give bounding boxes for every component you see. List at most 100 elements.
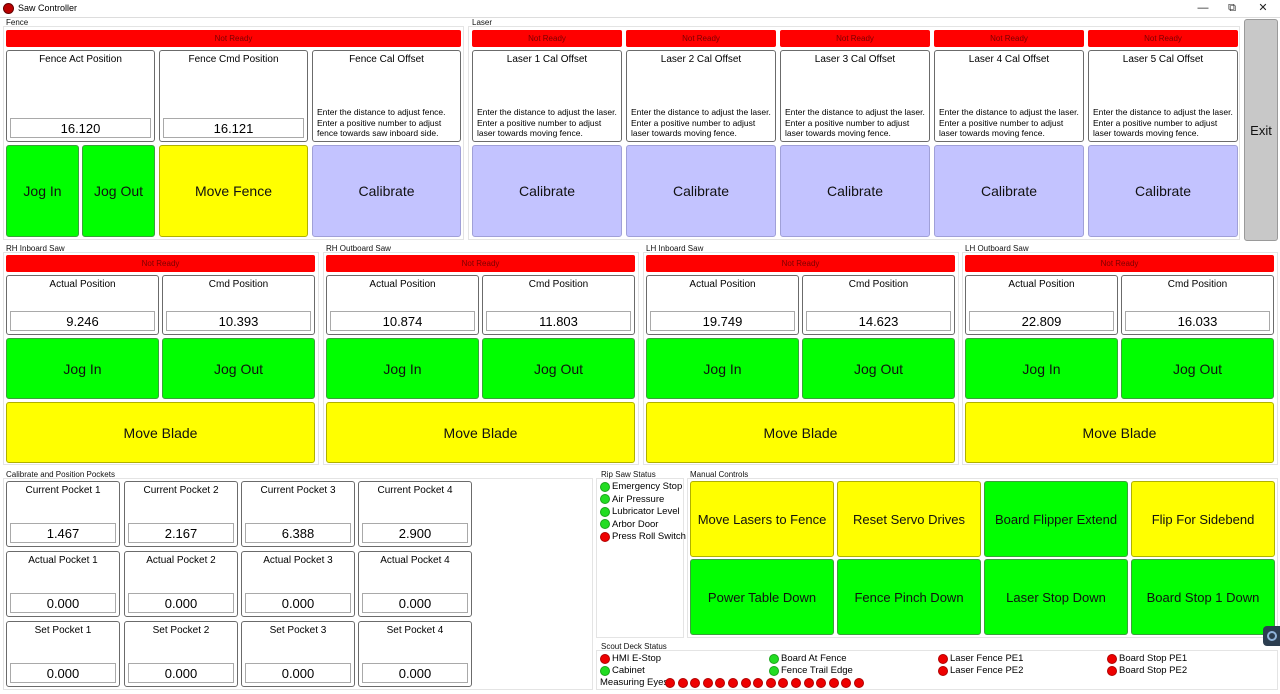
exit-button[interactable]: Exit bbox=[1244, 19, 1278, 241]
panel-description: Enter the distance to adjust the laser. … bbox=[631, 107, 771, 138]
pocket-value: 0.000 bbox=[128, 593, 234, 613]
pocket-panel: Current Pocket 4 2.900 bbox=[358, 481, 472, 547]
laser-4-cal-offset-panel[interactable]: Laser 4 Cal Offset Enter the distance to … bbox=[934, 50, 1084, 142]
status-label: Cabinet bbox=[612, 665, 645, 676]
pocket-value[interactable]: 0.000 bbox=[10, 663, 116, 683]
pocket-panel: Set Pocket 4 0.000 bbox=[358, 621, 472, 687]
saw-group-label: RH Inboard Saw bbox=[6, 244, 65, 253]
saw-jog-in-button[interactable]: Jog In bbox=[965, 338, 1118, 399]
manual-control-button[interactable]: Power Table Down bbox=[690, 559, 834, 635]
rip-saw-status-item: Arbor Door bbox=[600, 519, 658, 530]
manual-control-button[interactable]: Board Flipper Extend bbox=[984, 481, 1128, 557]
move-blade-button[interactable]: Move Blade bbox=[965, 402, 1274, 463]
fence-calibrate-button[interactable]: Calibrate bbox=[312, 145, 461, 237]
saw-jog-out-button[interactable]: Jog Out bbox=[162, 338, 315, 399]
panel-title: Set Pocket 1 bbox=[34, 625, 92, 636]
move-fence-button[interactable]: Move Fence bbox=[159, 145, 308, 237]
restore-button[interactable]: ⧉ bbox=[1228, 2, 1236, 14]
laser-status-banner: Not Ready bbox=[934, 30, 1084, 47]
panel-title: Current Pocket 4 bbox=[377, 485, 453, 496]
laser-2-calibrate-button[interactable]: Calibrate bbox=[626, 145, 776, 237]
pocket-value: 1.467 bbox=[10, 523, 116, 543]
measuring-eye-indicator bbox=[665, 678, 675, 688]
panel-description: Enter the distance to adjust the laser. … bbox=[477, 107, 617, 138]
saw-jog-in-button[interactable]: Jog In bbox=[646, 338, 799, 399]
panel-title: Actual Pocket 1 bbox=[28, 555, 98, 566]
pocket-value[interactable]: 0.000 bbox=[362, 663, 468, 683]
side-panel-tab-icon[interactable] bbox=[1263, 626, 1280, 646]
status-label: Board At Fence bbox=[781, 653, 847, 664]
move-blade-button[interactable]: Move Blade bbox=[326, 402, 635, 463]
pocket-value[interactable]: 0.000 bbox=[245, 663, 351, 683]
manual-control-button[interactable]: Board Stop 1 Down bbox=[1131, 559, 1275, 635]
saw-status-banner: Not Ready bbox=[646, 255, 955, 272]
laser-5-calibrate-button[interactable]: Calibrate bbox=[1088, 145, 1238, 237]
panel-description: Enter the distance to adjust the laser. … bbox=[1093, 107, 1233, 138]
saw-jog-in-button[interactable]: Jog In bbox=[326, 338, 479, 399]
saw-cmd-position-input[interactable]: 14.623 bbox=[806, 311, 951, 331]
measuring-eye-indicator bbox=[854, 678, 864, 688]
saw-status-banner: Not Ready bbox=[326, 255, 635, 272]
measuring-eyes-label: Measuring Eyes bbox=[600, 677, 669, 688]
manual-control-button[interactable]: Move Lasers to Fence bbox=[690, 481, 834, 557]
fence-cmd-position-input[interactable]: 16.121 bbox=[163, 118, 304, 138]
saw-jog-out-button[interactable]: Jog Out bbox=[1121, 338, 1274, 399]
move-blade-button[interactable]: Move Blade bbox=[646, 402, 955, 463]
laser-3-calibrate-button[interactable]: Calibrate bbox=[780, 145, 930, 237]
laser-4-calibrate-button[interactable]: Calibrate bbox=[934, 145, 1084, 237]
scout-status-item: Board Stop PE1 bbox=[1107, 653, 1187, 664]
saw-jog-out-button[interactable]: Jog Out bbox=[802, 338, 955, 399]
rip-saw-status-item: Emergency Stop bbox=[600, 481, 682, 492]
laser-status-banner: Not Ready bbox=[780, 30, 930, 47]
pocket-panel: Actual Pocket 1 0.000 bbox=[6, 551, 120, 617]
close-button[interactable]: ✕ bbox=[1258, 2, 1268, 14]
measuring-eye-indicator bbox=[715, 678, 726, 688]
rip-saw-status-group bbox=[596, 478, 684, 638]
panel-title: Set Pocket 3 bbox=[269, 625, 327, 636]
saw-status-banner: Not Ready bbox=[965, 255, 1274, 272]
fence-jog-out-button[interactable]: Jog Out bbox=[82, 145, 155, 237]
pocket-value[interactable]: 0.000 bbox=[128, 663, 234, 683]
panel-title: Actual Pocket 3 bbox=[263, 555, 333, 566]
pockets-group bbox=[3, 478, 593, 690]
pocket-value: 0.000 bbox=[10, 593, 116, 613]
laser-status-banner: Not Ready bbox=[472, 30, 622, 47]
pocket-panel: Current Pocket 2 2.167 bbox=[124, 481, 238, 547]
move-blade-button[interactable]: Move Blade bbox=[6, 402, 315, 463]
scout-status-item: Board Stop PE2 bbox=[1107, 665, 1187, 676]
panel-title: Set Pocket 2 bbox=[152, 625, 210, 636]
pocket-panel: Set Pocket 3 0.000 bbox=[241, 621, 355, 687]
saw-group-label: LH Inboard Saw bbox=[646, 244, 704, 253]
scout-status-item: HMI E-Stop bbox=[600, 653, 661, 664]
fence-group bbox=[3, 26, 464, 240]
manual-control-button[interactable]: Fence Pinch Down bbox=[837, 559, 981, 635]
minimize-button[interactable]: — bbox=[1197, 2, 1209, 14]
panel-title: Actual Position bbox=[49, 279, 116, 290]
laser-1-calibrate-button[interactable]: Calibrate bbox=[472, 145, 622, 237]
panel-title: Current Pocket 2 bbox=[143, 485, 219, 496]
saw-group bbox=[643, 252, 959, 465]
pocket-panel: Current Pocket 3 6.388 bbox=[241, 481, 355, 547]
laser-5-cal-offset-panel[interactable]: Laser 5 Cal Offset Enter the distance to … bbox=[1088, 50, 1238, 142]
manual-control-button[interactable]: Reset Servo Drives bbox=[837, 481, 981, 557]
laser-2-cal-offset-panel[interactable]: Laser 2 Cal Offset Enter the distance to … bbox=[626, 50, 776, 142]
fence-jog-in-button[interactable]: Jog In bbox=[6, 145, 79, 237]
scout-status-item: Laser Fence PE2 bbox=[938, 665, 1023, 676]
status-indicator-icon bbox=[769, 665, 779, 676]
laser-1-cal-offset-panel[interactable]: Laser 1 Cal Offset Enter the distance to … bbox=[472, 50, 622, 142]
status-label: Board Stop PE1 bbox=[1119, 653, 1188, 664]
status-label: Laser Fence PE1 bbox=[950, 653, 1024, 664]
laser-3-cal-offset-panel[interactable]: Laser 3 Cal Offset Enter the distance to … bbox=[780, 50, 930, 142]
pocket-value: 6.388 bbox=[245, 523, 351, 543]
saw-cmd-position-input[interactable]: 10.393 bbox=[166, 311, 311, 331]
fence-cal-offset-panel[interactable]: Fence Cal Offset Enter the distance to a… bbox=[312, 50, 461, 142]
saw-jog-in-button[interactable]: Jog In bbox=[6, 338, 159, 399]
saw-actual-position-panel: Actual Position 22.809 bbox=[965, 275, 1118, 335]
saw-cmd-position-input[interactable]: 16.033 bbox=[1125, 311, 1270, 331]
saw-jog-out-button[interactable]: Jog Out bbox=[482, 338, 635, 399]
pocket-panel: Set Pocket 2 0.000 bbox=[124, 621, 238, 687]
manual-control-button[interactable]: Laser Stop Down bbox=[984, 559, 1128, 635]
scout-status-item: Laser Fence PE1 bbox=[938, 653, 1023, 664]
saw-cmd-position-input[interactable]: 11.803 bbox=[486, 311, 631, 331]
manual-control-button[interactable]: Flip For Sidebend bbox=[1131, 481, 1275, 557]
